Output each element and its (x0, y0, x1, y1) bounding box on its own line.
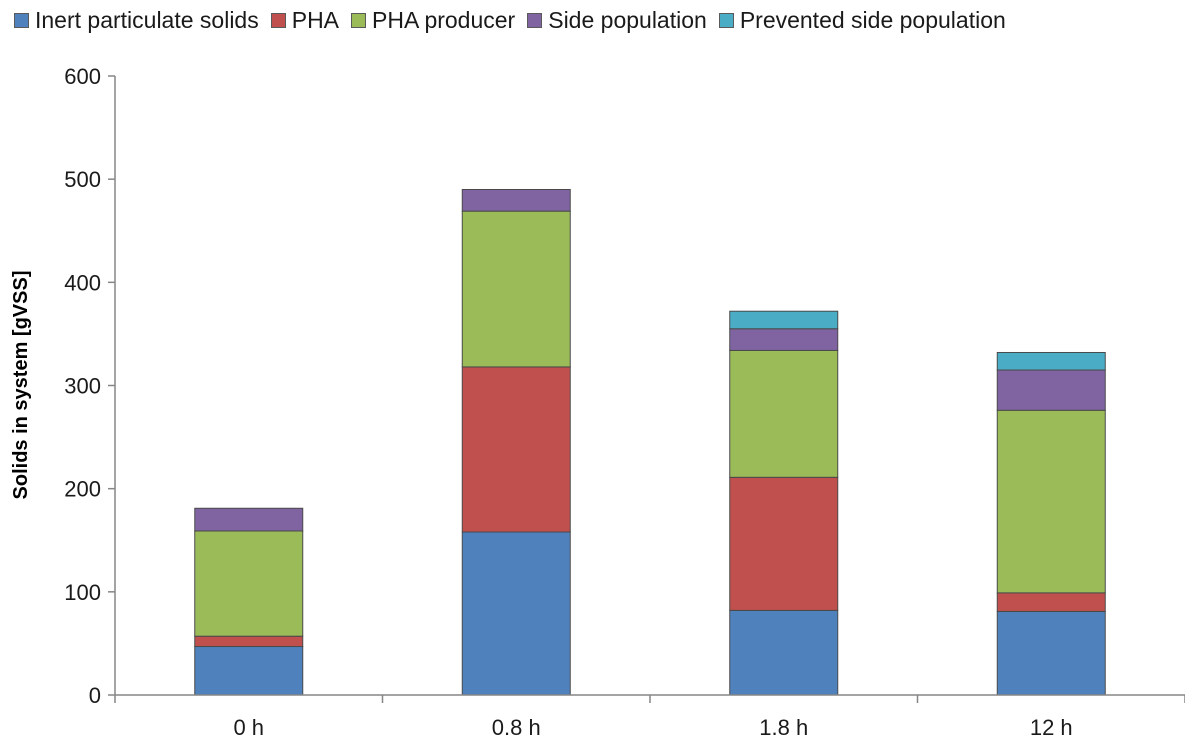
bar-segment (996, 409, 1106, 594)
x-tick-label: 0 h (233, 715, 264, 740)
bar-segment (729, 328, 839, 351)
legend-item: PHA producer (351, 7, 515, 34)
legend-item: PHA (270, 6, 340, 34)
chart-legend: Inert particulate solids PHA PHA producer S… (14, 6, 1018, 34)
bar-segment (729, 609, 839, 696)
bar-segment (996, 369, 1106, 411)
x-tick-label: 0.8 h (492, 715, 541, 740)
axes: 0 100 200 300 400 500 600 0 h 0.8 h 1.8 h 12 h (64, 64, 1185, 740)
bar-segment (194, 646, 304, 696)
legend-swatch (527, 12, 543, 28)
bar-segment (194, 530, 304, 637)
bar-segment (996, 610, 1106, 696)
y-tick-label: 300 (64, 374, 101, 399)
y-tick-label: 500 (64, 167, 101, 192)
y-tick-label: 200 (64, 477, 101, 502)
bar-segment (461, 531, 571, 696)
y-tick-label: 600 (64, 64, 101, 89)
y-tick-label: 0 (89, 683, 101, 708)
bar-segment (194, 507, 304, 532)
legend-swatch (351, 12, 367, 28)
bar-group (194, 188, 1106, 696)
bar-segment (729, 476, 839, 611)
legend-label: Side population (548, 6, 707, 33)
legend-item: Side population (527, 7, 707, 34)
bar-segment (729, 310, 839, 330)
bar-segment (996, 592, 1106, 612)
legend-label: PHA (291, 6, 340, 33)
legend-label: PHA producer (372, 6, 516, 33)
bar-segment (461, 188, 571, 212)
bar-segment (461, 366, 571, 533)
legend-swatch (14, 12, 29, 28)
legend-label: Inert particulate solids (35, 6, 259, 33)
legend-item: Inert particulate solids (14, 7, 259, 34)
x-tick-label: 1.8 h (759, 715, 808, 740)
bar-segment (461, 210, 571, 368)
legend-label: Prevented side population (739, 6, 1006, 33)
legend-swatch (270, 12, 286, 28)
y-axis-title: Solids in system [gVSS] (10, 271, 32, 500)
y-tick-label: 100 (64, 580, 101, 605)
legend-item: Prevented side population (718, 6, 1006, 34)
legend-swatch (718, 12, 734, 28)
bar-segment (996, 351, 1106, 371)
bar-segment (729, 349, 839, 478)
bar-segment (194, 635, 304, 648)
y-tick-label: 400 (64, 270, 101, 295)
x-tick-label: 12 h (1030, 715, 1073, 740)
